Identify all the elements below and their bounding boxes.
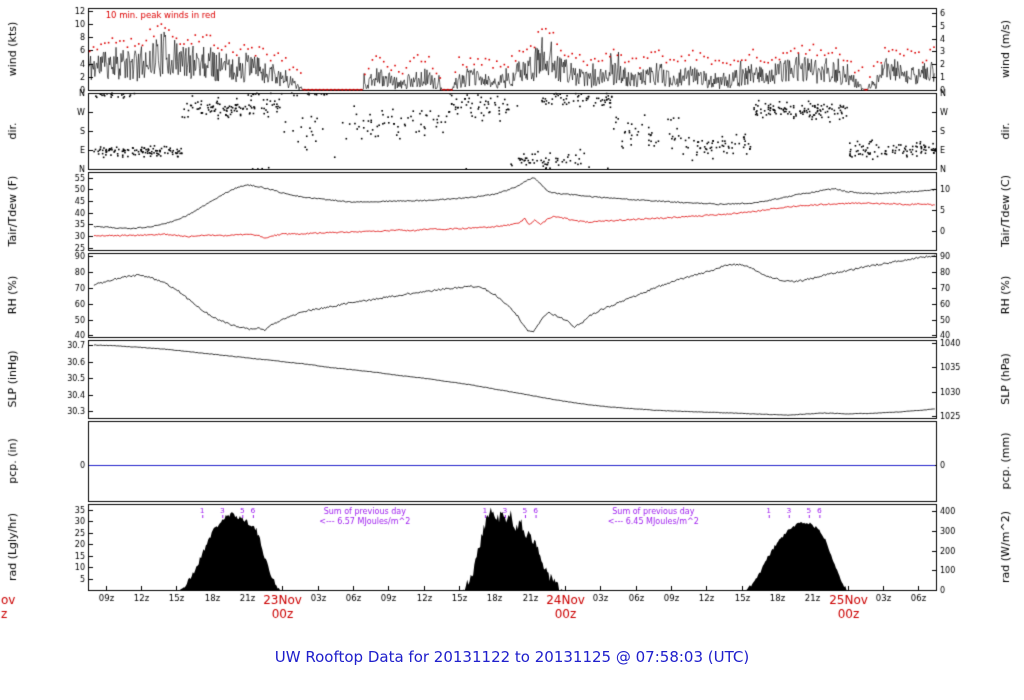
figure-title: UW Rooftop Data for 20131122 to 20131125… xyxy=(274,648,750,666)
